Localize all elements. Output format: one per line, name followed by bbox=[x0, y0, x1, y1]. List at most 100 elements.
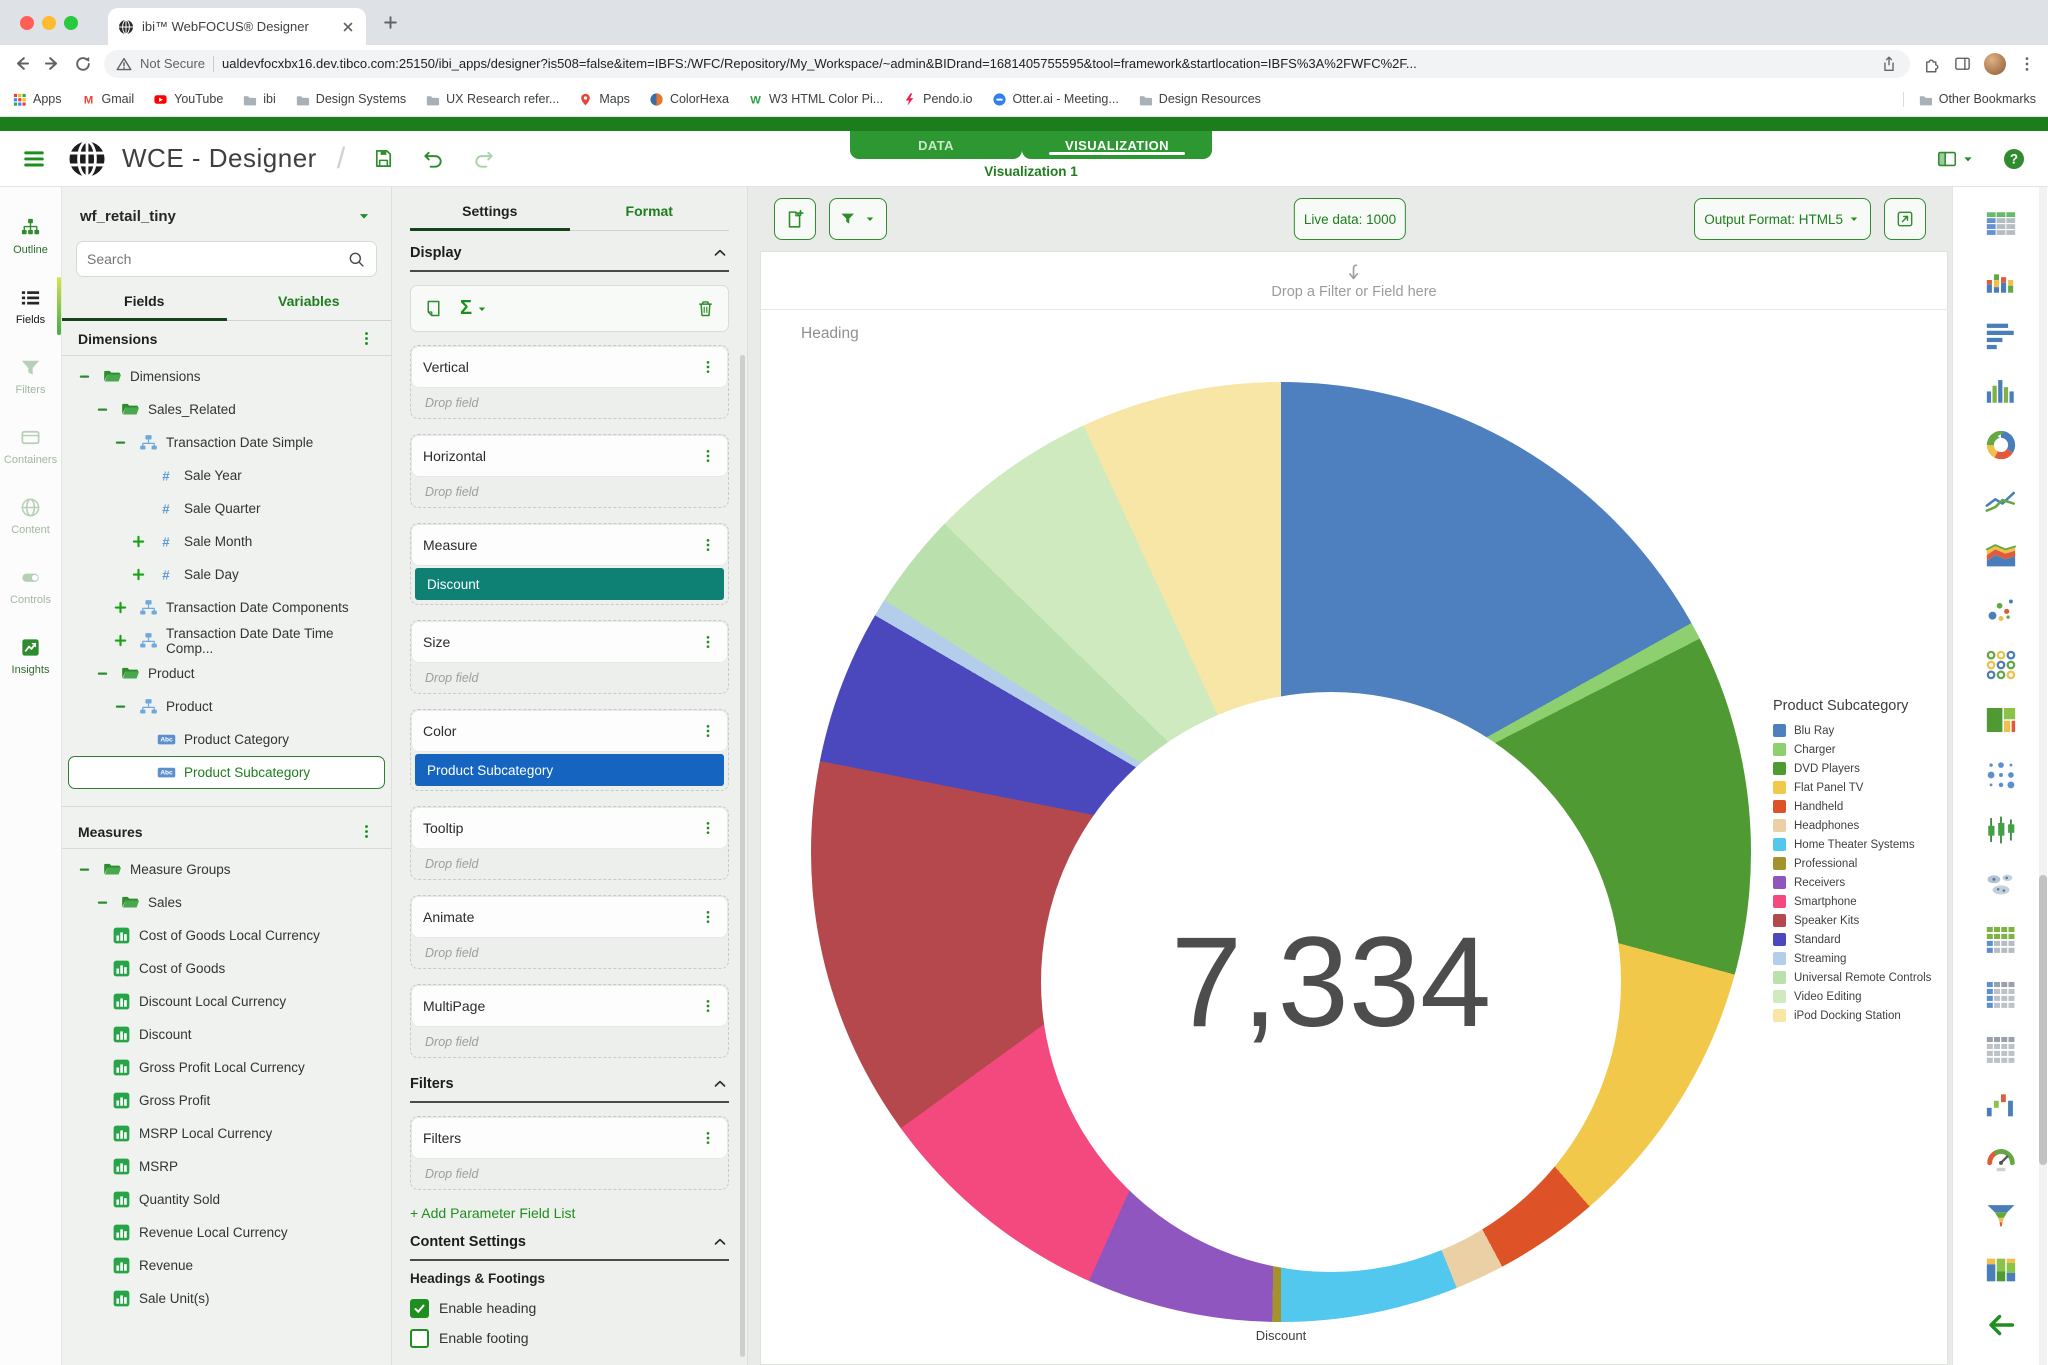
minus-toggle-icon[interactable] bbox=[92, 895, 112, 910]
chart-type-treemap-icon[interactable] bbox=[1981, 700, 2021, 740]
bookmark-item[interactable]: YouTube bbox=[153, 92, 223, 107]
chart-type-mekko-chart-icon[interactable] bbox=[1981, 1250, 2021, 1290]
bookmark-item[interactable]: Design Resources bbox=[1138, 92, 1261, 107]
side-panel-icon[interactable] bbox=[1953, 54, 1972, 73]
tab-fields[interactable]: Fields bbox=[62, 293, 227, 321]
sidebar-item-controls[interactable]: Controls bbox=[0, 551, 61, 621]
trash-icon[interactable] bbox=[695, 298, 716, 319]
bucket-label-row[interactable]: Tooltip bbox=[411, 807, 728, 849]
reload-icon[interactable] bbox=[74, 55, 92, 73]
bucket-horizontal[interactable]: HorizontalDrop field bbox=[410, 434, 729, 508]
tree-item[interactable]: Gross Profit Local Currency bbox=[62, 1051, 391, 1084]
chart-type-donut-chart-icon[interactable] bbox=[1981, 425, 2021, 465]
live-data-badge[interactable]: Live data: 1000 bbox=[1294, 198, 1406, 240]
share-icon[interactable] bbox=[1880, 55, 1898, 73]
extensions-icon[interactable] bbox=[1922, 54, 1941, 73]
kebab-menu-icon[interactable] bbox=[700, 1130, 716, 1146]
dataset-selector[interactable]: wf_retail_tiny bbox=[62, 193, 391, 239]
plus-toggle-icon[interactable] bbox=[110, 633, 130, 648]
bucket-dropzone[interactable]: Drop field bbox=[411, 477, 728, 507]
chart-type-table-icon[interactable] bbox=[1981, 205, 2021, 245]
redo-button[interactable] bbox=[465, 141, 501, 177]
back-icon[interactable] bbox=[12, 54, 31, 73]
bookmark-item[interactable]: MGmail bbox=[81, 92, 135, 107]
rail-scrollbar-thumb[interactable] bbox=[2039, 875, 2047, 1165]
label-tag-icon[interactable] bbox=[423, 298, 444, 319]
content-settings-header[interactable]: Content Settings bbox=[410, 1233, 729, 1261]
minus-toggle-icon[interactable] bbox=[74, 369, 94, 384]
layout-selector[interactable] bbox=[1936, 148, 1976, 170]
tree-item[interactable]: Product bbox=[62, 690, 391, 723]
chart-type-gauge-chart-icon[interactable] bbox=[1981, 1140, 2021, 1180]
bucket-multipage[interactable]: MultiPageDrop field bbox=[410, 984, 729, 1058]
close-window-button[interactable] bbox=[20, 16, 34, 30]
chart-type-waterfall-chart-icon[interactable] bbox=[1981, 1085, 2021, 1125]
browser-menu-icon[interactable] bbox=[2018, 55, 2036, 73]
bucket-size[interactable]: SizeDrop field bbox=[410, 620, 729, 694]
bucket-dropzone[interactable]: Drop field bbox=[411, 938, 728, 968]
help-icon[interactable]: ? bbox=[2002, 147, 2026, 171]
tab-visualization[interactable]: VISUALIZATION bbox=[1022, 131, 1212, 159]
bucket-vertical[interactable]: VerticalDrop field bbox=[410, 345, 729, 419]
bookmark-item[interactable]: Otter.ai - Meeting... bbox=[992, 92, 1119, 107]
minus-toggle-icon[interactable] bbox=[92, 666, 112, 681]
profile-avatar[interactable] bbox=[1984, 53, 2006, 75]
tree-item[interactable]: Dimensions bbox=[62, 360, 391, 393]
plus-toggle-icon[interactable] bbox=[128, 567, 148, 582]
expand-button[interactable] bbox=[1884, 198, 1926, 240]
checkbox-unchecked[interactable] bbox=[410, 1329, 429, 1348]
kebab-menu-icon[interactable] bbox=[358, 823, 375, 840]
tree-item[interactable]: Measure Groups bbox=[62, 853, 391, 886]
filter-dropzone[interactable]: Drop a Filter or Field here bbox=[761, 252, 1947, 310]
bucket-dropzone[interactable]: Drop field bbox=[411, 849, 728, 879]
zoom-window-button[interactable] bbox=[64, 16, 78, 30]
bucket-label-row[interactable]: Vertical bbox=[411, 346, 728, 388]
other-bookmarks[interactable]: Other Bookmarks bbox=[1903, 92, 2036, 107]
legend-item[interactable]: Standard bbox=[1773, 930, 1948, 949]
bucket-label-row[interactable]: MultiPage bbox=[411, 985, 728, 1027]
tree-item[interactable]: Gross Profit bbox=[62, 1084, 391, 1117]
chart-type-scatter-chart-icon[interactable] bbox=[1981, 590, 2021, 630]
chart-type-bubble-matrix-icon[interactable] bbox=[1981, 645, 2021, 685]
bucket-color[interactable]: ColorProduct Subcategory bbox=[410, 709, 729, 791]
legend-item[interactable]: Professional bbox=[1773, 854, 1948, 873]
tree-item[interactable]: Revenue Local Currency bbox=[62, 1216, 391, 1249]
field-chip[interactable]: Product Subcategory bbox=[415, 754, 724, 786]
tab-settings[interactable]: Settings bbox=[410, 203, 570, 231]
bucket-tooltip[interactable]: TooltipDrop field bbox=[410, 806, 729, 880]
search-input[interactable] bbox=[87, 251, 347, 267]
sidebar-item-fields[interactable]: Fields bbox=[0, 271, 61, 341]
chart-type-line-chart-icon[interactable] bbox=[1981, 480, 2021, 520]
minus-toggle-icon[interactable] bbox=[92, 402, 112, 417]
sidebar-item-containers[interactable]: Containers bbox=[0, 411, 61, 481]
kebab-menu-icon[interactable] bbox=[700, 723, 716, 739]
filters-section-header[interactable]: Filters bbox=[410, 1073, 729, 1103]
bookmark-item[interactable]: Maps bbox=[578, 92, 630, 107]
legend-item[interactable]: Receivers bbox=[1773, 873, 1948, 892]
bookmark-item[interactable]: UX Research refer... bbox=[425, 92, 559, 107]
tab-variables[interactable]: Variables bbox=[227, 293, 392, 321]
bookmark-item[interactable]: Design Systems bbox=[295, 92, 406, 107]
minus-toggle-icon[interactable] bbox=[110, 699, 130, 714]
display-section-header[interactable]: Display bbox=[410, 231, 729, 272]
chart-type-dot-matrix-icon[interactable] bbox=[1981, 755, 2021, 795]
tree-item[interactable]: Cost of Goods bbox=[62, 952, 391, 985]
donut-chart[interactable]: 7,334 bbox=[811, 382, 1751, 1322]
bucket-dropzone[interactable]: Drop field bbox=[411, 388, 728, 418]
legend-item[interactable]: DVD Players bbox=[1773, 759, 1948, 778]
tree-item[interactable]: Transaction Date Date Time Comp... bbox=[62, 624, 391, 657]
tree-item[interactable]: MSRP bbox=[62, 1150, 391, 1183]
legend-item[interactable]: Video Editing bbox=[1773, 987, 1948, 1006]
legend-item[interactable]: Charger bbox=[1773, 740, 1948, 759]
filter-menu-button[interactable] bbox=[829, 198, 887, 240]
tree-item[interactable]: #Sale Year bbox=[62, 459, 391, 492]
tree-item[interactable]: #Sale Day bbox=[62, 558, 391, 591]
bookmark-item[interactable]: ibi bbox=[242, 92, 276, 107]
chart-type-map-chart-icon[interactable] bbox=[1981, 865, 2021, 905]
tree-item[interactable]: Sales bbox=[62, 886, 391, 919]
chart-heading[interactable]: Heading bbox=[801, 325, 1947, 343]
legend-item[interactable]: Streaming bbox=[1773, 949, 1948, 968]
url-bar[interactable]: Not Secure ualdevfocxbx16.dev.tibco.com:… bbox=[104, 50, 1910, 78]
kebab-menu-icon[interactable] bbox=[358, 330, 375, 347]
forward-icon[interactable] bbox=[43, 54, 62, 73]
